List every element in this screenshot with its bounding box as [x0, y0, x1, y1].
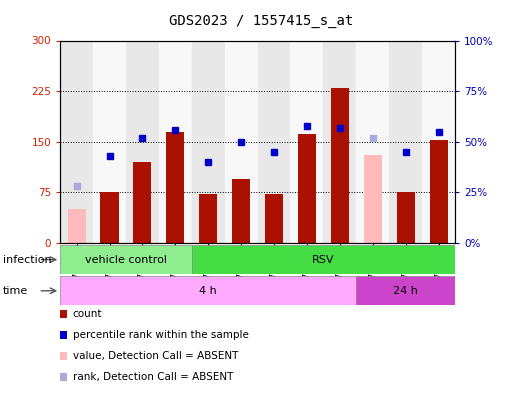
Bar: [422, 40, 455, 243]
Bar: [232, 179, 250, 243]
Text: percentile rank within the sample: percentile rank within the sample: [73, 330, 248, 340]
Bar: [290, 40, 323, 243]
Bar: [93, 40, 126, 243]
Text: vehicle control: vehicle control: [85, 255, 167, 264]
Bar: [331, 88, 349, 243]
Bar: [166, 132, 185, 243]
Bar: [199, 194, 217, 243]
Bar: [192, 40, 225, 243]
Bar: [60, 245, 192, 274]
Text: GDS2023 / 1557415_s_at: GDS2023 / 1557415_s_at: [169, 14, 354, 28]
Bar: [159, 40, 192, 243]
Bar: [126, 40, 159, 243]
Bar: [429, 141, 448, 243]
Bar: [133, 162, 152, 243]
Text: infection: infection: [3, 255, 51, 264]
Bar: [396, 192, 415, 243]
Bar: [323, 40, 356, 243]
Text: RSV: RSV: [312, 255, 335, 264]
Bar: [298, 134, 316, 243]
Bar: [100, 192, 119, 243]
Bar: [192, 245, 455, 274]
Text: count: count: [73, 309, 102, 319]
Bar: [257, 40, 290, 243]
Bar: [67, 209, 86, 243]
Bar: [60, 276, 356, 305]
Bar: [356, 276, 455, 305]
Text: 24 h: 24 h: [393, 286, 418, 296]
Text: time: time: [3, 286, 28, 296]
Bar: [225, 40, 257, 243]
Bar: [265, 194, 283, 243]
Bar: [389, 40, 422, 243]
Bar: [363, 155, 382, 243]
Text: value, Detection Call = ABSENT: value, Detection Call = ABSENT: [73, 351, 238, 361]
Text: rank, Detection Call = ABSENT: rank, Detection Call = ABSENT: [73, 372, 233, 382]
Bar: [60, 40, 93, 243]
Text: 4 h: 4 h: [199, 286, 217, 296]
Bar: [356, 40, 389, 243]
